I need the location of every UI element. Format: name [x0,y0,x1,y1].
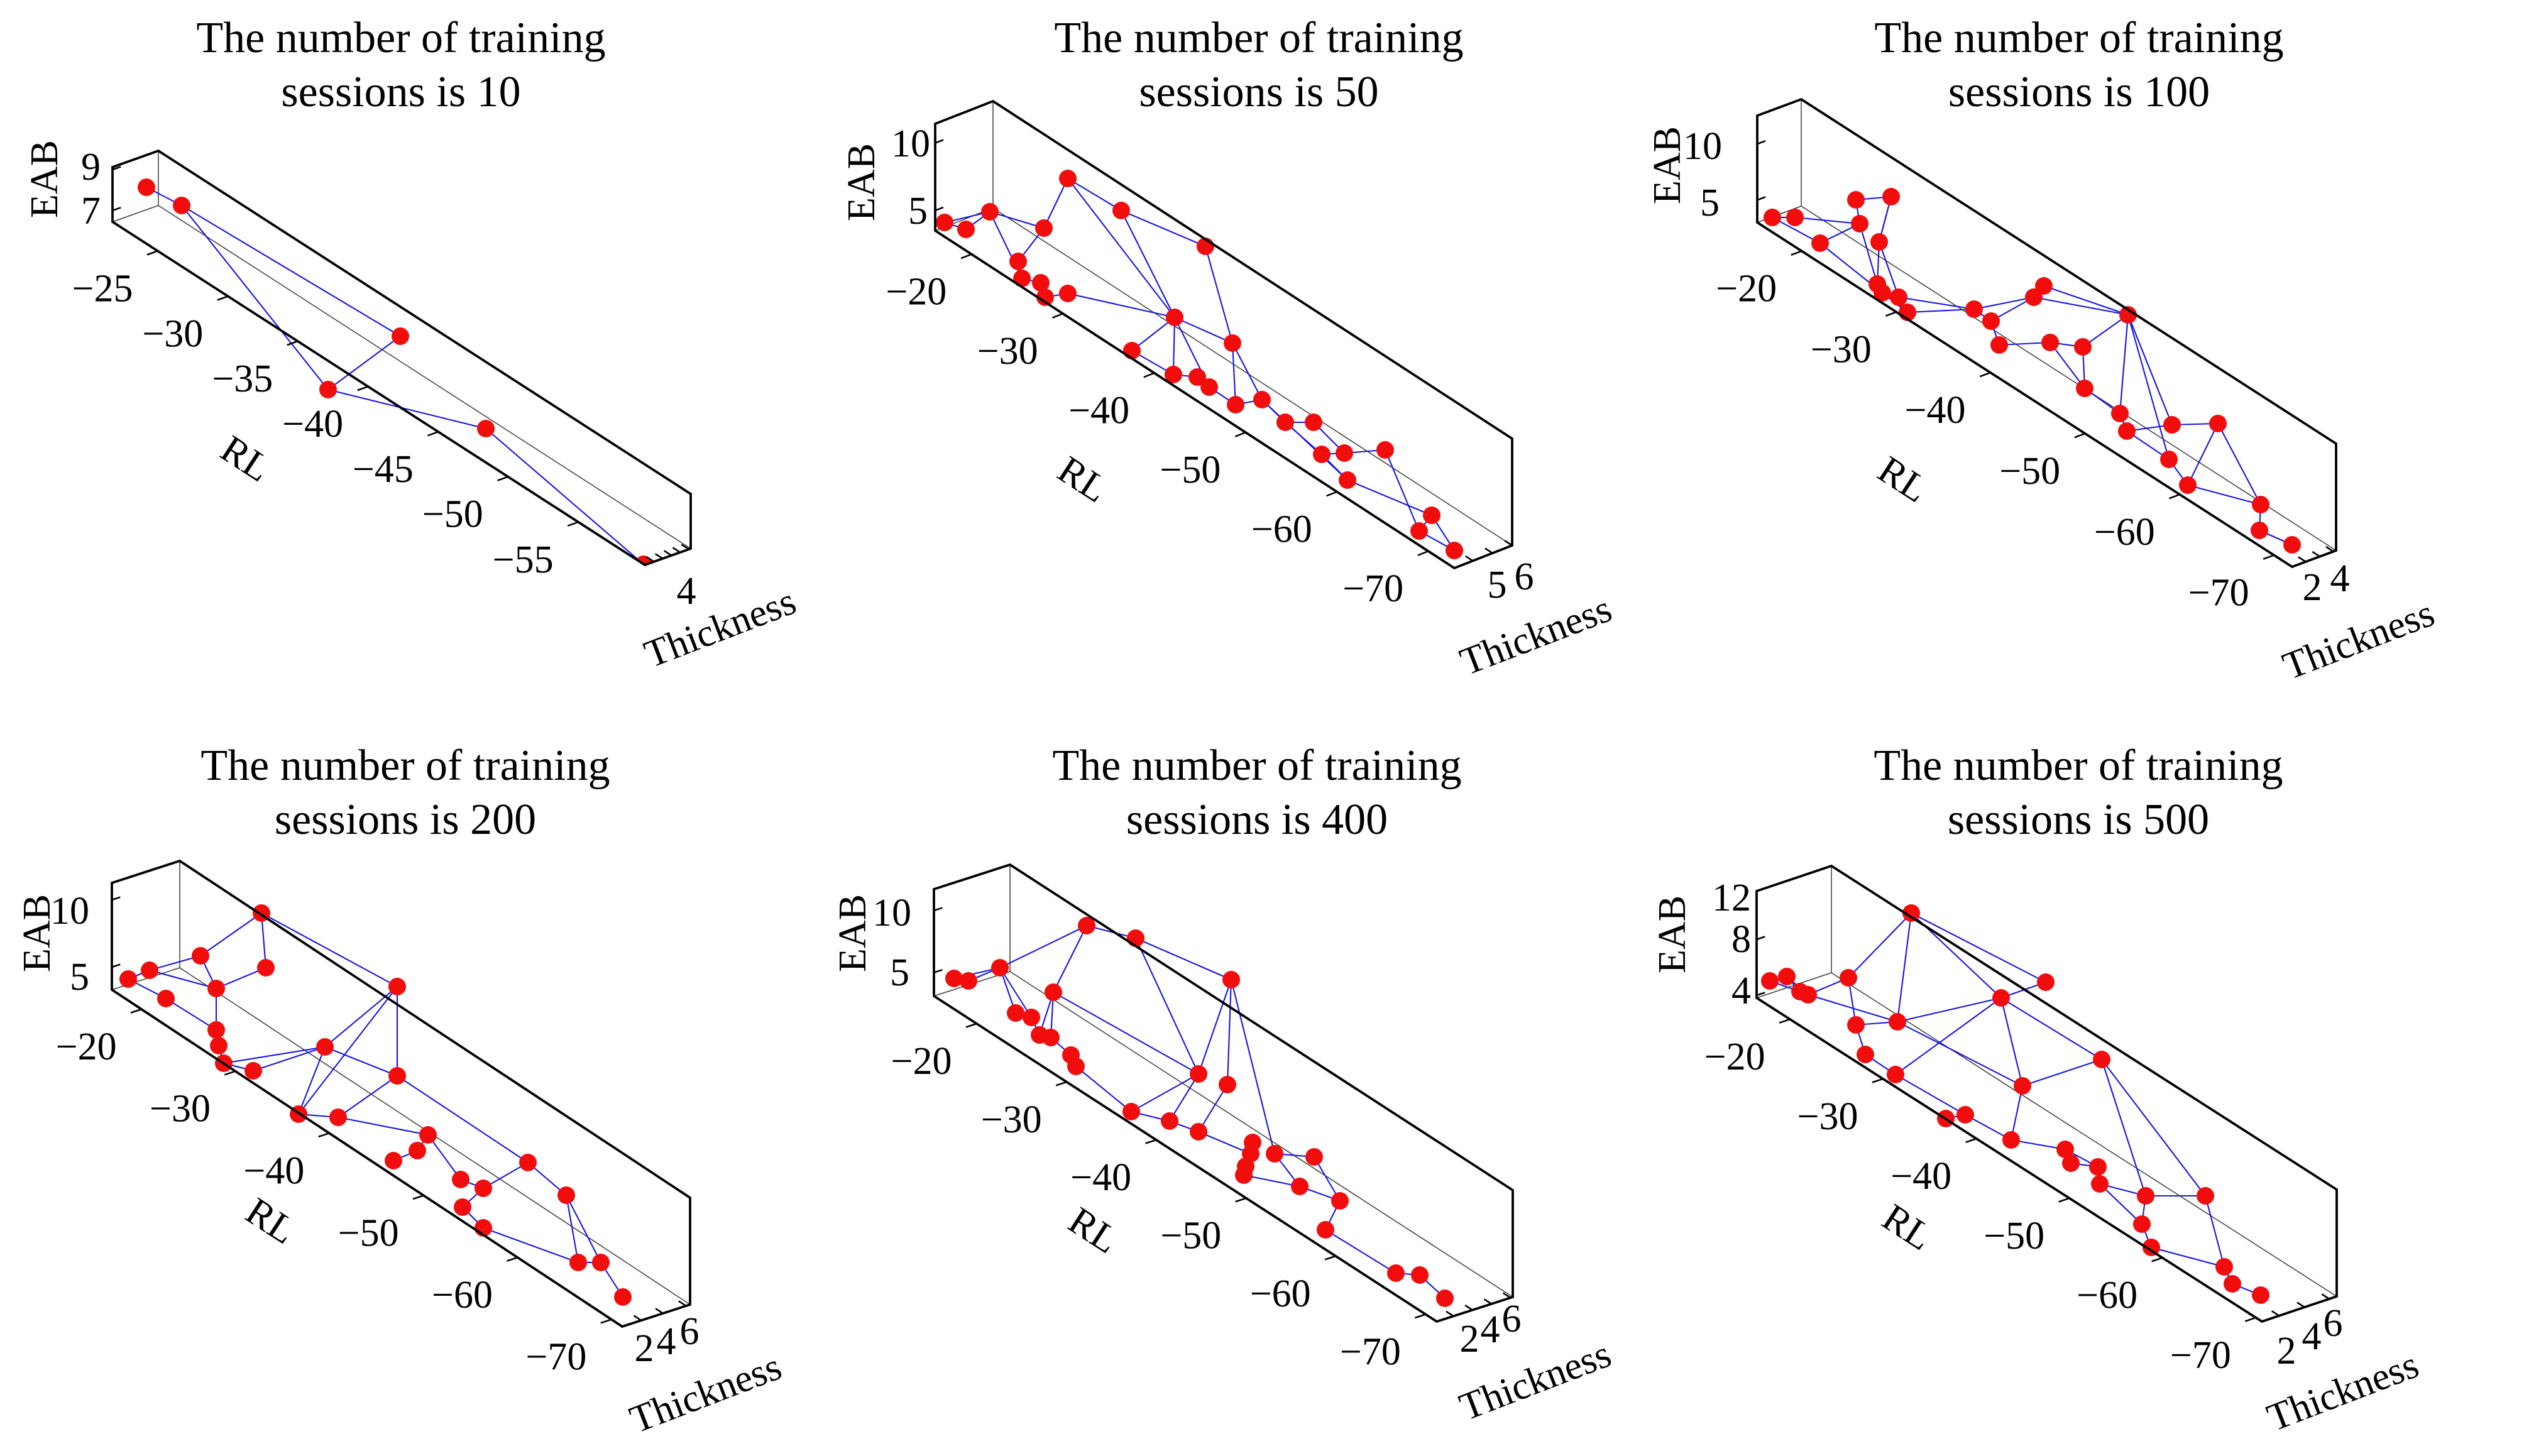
svg-text:−20: −20 [891,1040,952,1083]
svg-text:The number of training: The number of training [1874,742,2283,790]
svg-text:−45: −45 [353,448,414,491]
svg-text:6: 6 [1502,1298,1522,1340]
svg-text:10: 10 [50,890,89,933]
svg-text:−40: −40 [1070,1156,1131,1199]
svg-text:−70: −70 [1342,567,1403,610]
svg-text:−20: −20 [1716,268,1777,310]
svg-text:−60: −60 [1251,508,1312,551]
svg-text:EAB: EAB [23,140,66,218]
svg-text:5: 5 [70,956,89,999]
svg-text:8: 8 [1731,918,1751,961]
svg-text:4: 4 [1481,1308,1500,1351]
svg-text:−60: −60 [2077,1274,2137,1317]
svg-text:2: 2 [635,1327,654,1370]
svg-text:5: 5 [1700,182,1720,224]
svg-text:6: 6 [1515,556,1534,598]
svg-text:−70: −70 [525,1336,586,1379]
svg-text:−50: −50 [338,1212,399,1255]
svg-text:EAB: EAB [1651,895,1694,973]
svg-text:9: 9 [81,146,101,189]
svg-text:−50: −50 [422,493,483,536]
svg-text:−40: −40 [243,1149,304,1192]
svg-text:5: 5 [908,190,928,233]
svg-text:5: 5 [1488,564,1507,606]
svg-text:−25: −25 [72,267,133,310]
svg-text:EAB: EAB [1646,126,1689,204]
svg-text:−30: −30 [1797,1095,1858,1138]
svg-text:EAB: EAB [840,143,883,221]
svg-text:−40: −40 [1905,389,1966,432]
svg-text:−50: −50 [1999,450,2060,493]
svg-text:−30: −30 [977,330,1038,373]
svg-text:−60: −60 [1250,1273,1311,1315]
svg-text:sessions is 200: sessions is 200 [275,796,536,844]
svg-text:10: 10 [1683,125,1722,168]
svg-text:2: 2 [2277,1330,2296,1372]
svg-text:−30: −30 [1811,329,1872,371]
svg-text:sessions is 400: sessions is 400 [1126,796,1388,844]
svg-text:sessions is 50: sessions is 50 [1139,68,1378,116]
svg-text:−40: −40 [1068,390,1129,432]
svg-text:−30: −30 [142,313,203,356]
svg-text:−70: −70 [2188,571,2249,614]
svg-text:−50: −50 [1160,449,1221,491]
svg-text:The number of training: The number of training [1052,742,1461,790]
svg-text:−55: −55 [493,539,554,581]
svg-text:The number of training: The number of training [196,14,605,62]
svg-text:12: 12 [1712,877,1751,919]
svg-text:−60: −60 [432,1274,493,1316]
svg-text:−35: −35 [212,358,273,400]
svg-text:−70: −70 [2170,1334,2231,1377]
svg-text:6: 6 [2324,1302,2343,1345]
svg-text:−30: −30 [150,1088,211,1130]
svg-text:−70: −70 [1340,1331,1401,1374]
svg-text:2: 2 [1460,1318,1479,1360]
svg-text:10: 10 [872,892,911,934]
svg-text:7: 7 [81,190,101,233]
svg-text:The number of training: The number of training [1874,14,2283,62]
svg-text:4: 4 [677,570,696,613]
svg-text:−30: −30 [981,1098,1042,1141]
svg-text:sessions is 100: sessions is 100 [1948,68,2210,116]
svg-text:−60: −60 [2094,511,2155,554]
svg-text:6: 6 [680,1310,700,1353]
svg-text:4: 4 [2302,1315,2322,1358]
svg-text:10: 10 [891,123,930,165]
svg-text:−40: −40 [1890,1155,1951,1198]
svg-text:−50: −50 [1160,1215,1221,1257]
svg-text:The number of training: The number of training [200,742,610,790]
svg-text:−20: −20 [1704,1036,1765,1078]
svg-text:−40: −40 [282,403,343,446]
svg-text:5: 5 [890,951,909,994]
svg-text:−20: −20 [56,1026,117,1068]
svg-text:−20: −20 [886,271,946,314]
svg-text:4: 4 [1731,970,1751,1012]
svg-text:2: 2 [2303,566,2322,609]
svg-text:sessions is 10: sessions is 10 [281,68,520,116]
svg-text:−50: −50 [1984,1215,2044,1257]
svg-text:4: 4 [657,1320,676,1363]
svg-text:EAB: EAB [831,894,874,972]
svg-text:The number of training: The number of training [1054,14,1463,62]
svg-text:4: 4 [2330,557,2350,600]
svg-text:sessions is 500: sessions is 500 [1948,796,2209,844]
svg-text:EAB: EAB [16,894,58,972]
